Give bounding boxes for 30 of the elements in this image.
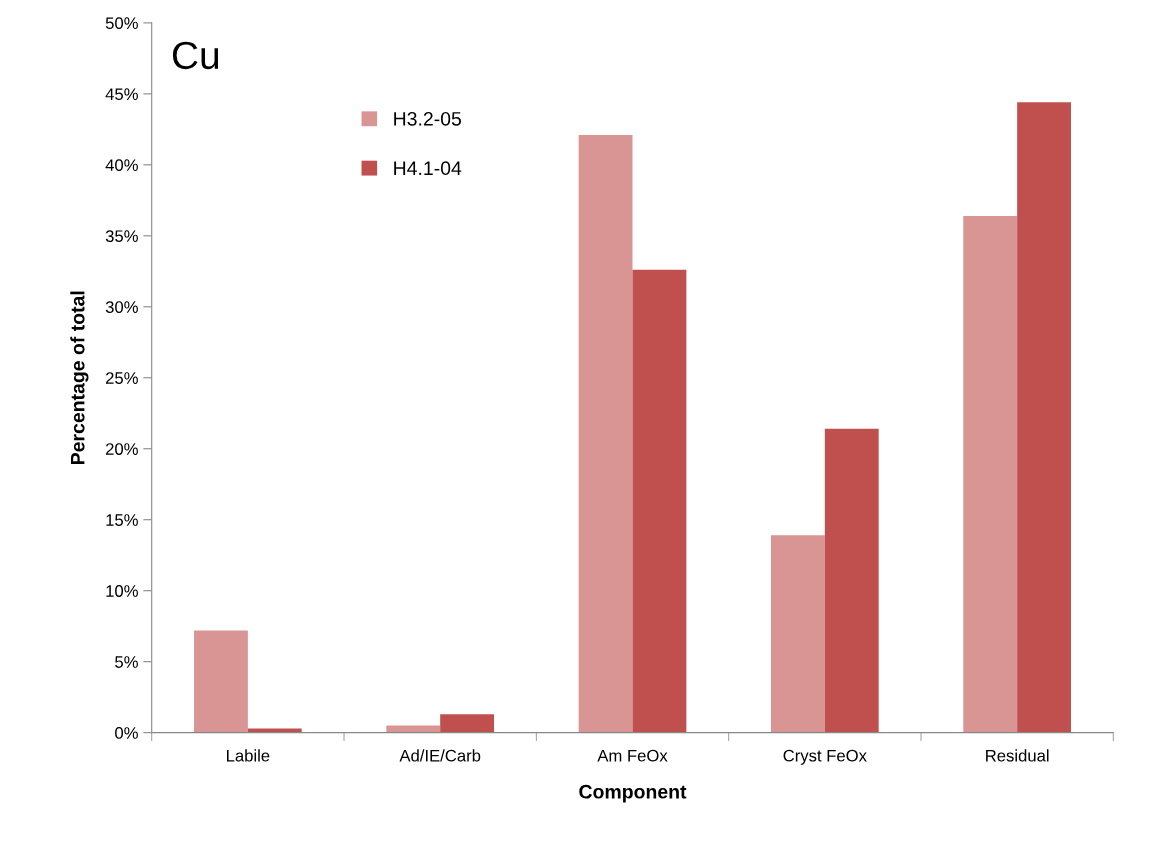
x-tick-label: Cryst FeOx (783, 749, 867, 765)
y-tick-label: 0% (115, 727, 138, 739)
y-tick-label: 5% (115, 656, 138, 668)
y-tick-label: 30% (105, 301, 138, 313)
bar (824, 428, 879, 733)
bar (440, 714, 495, 733)
x-axis-title: Component (579, 784, 687, 803)
y-tick-label: 15% (106, 514, 138, 526)
bar (632, 269, 687, 733)
y-tick-label: 35% (105, 230, 138, 243)
chart-title: Cu (172, 41, 219, 70)
bar (963, 215, 1018, 733)
y-tick-label: 50% (105, 17, 138, 30)
x-tick-label: Am FeOx (597, 749, 668, 762)
x-tick-label: Labile (227, 749, 270, 762)
y-tick-label: 45% (105, 88, 138, 101)
bar (194, 630, 248, 733)
legend-label: H3.2-05 (394, 111, 461, 126)
y-tick-label: 20% (106, 443, 138, 455)
bar (247, 728, 302, 733)
y-tick-label: 25% (106, 372, 138, 384)
x-tick-label: Ad/IE/Carb (399, 749, 481, 762)
y-tick-label: 10% (106, 585, 138, 597)
bar (578, 135, 633, 733)
y-tick-label: 40% (105, 159, 138, 172)
y-axis-title: Percentage of total (70, 291, 89, 464)
bar (770, 535, 825, 733)
x-tick-label: Residual (986, 749, 1049, 762)
legend-label: H4.1-04 (394, 161, 462, 176)
bar (1017, 102, 1072, 733)
